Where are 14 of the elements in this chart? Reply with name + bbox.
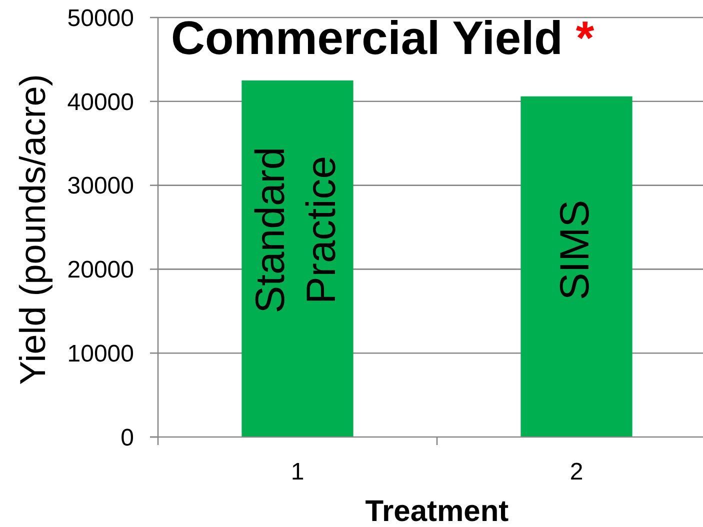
annotation: SIMS — [552, 200, 598, 300]
annotation: Standard Practice — [247, 146, 344, 314]
y-tick-label: 0 — [120, 424, 134, 452]
y-axis-title: Yield (pounds/acre) — [12, 74, 53, 385]
y-tick-label: 20000 — [67, 256, 134, 284]
y-tick-label: 50000 — [67, 4, 134, 32]
y-tick-label: 40000 — [67, 88, 134, 116]
annotation: * — [576, 11, 595, 64]
x-axis-title: Treatment — [365, 495, 509, 527]
x-tick-label: 1 — [290, 458, 304, 486]
x-tick-label: 2 — [570, 458, 584, 486]
y-tick-label: 30000 — [67, 172, 134, 200]
chart-title: Commercial Yield — [171, 11, 563, 64]
y-tick-label: 10000 — [67, 340, 134, 368]
